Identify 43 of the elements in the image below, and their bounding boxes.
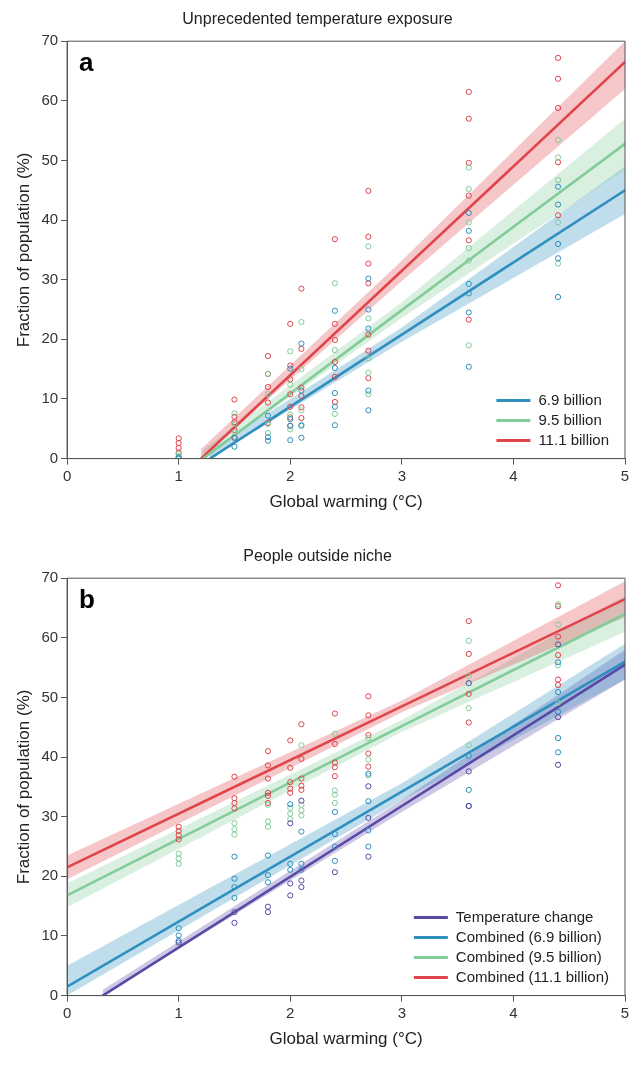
y-tick-label: 30 (41, 269, 59, 287)
x-axis-title: Global warming (°C) (269, 1029, 423, 1049)
x-tick-label: 3 (397, 466, 407, 484)
y-tick-label: 40 (41, 747, 59, 765)
y-tick-label: 50 (41, 687, 59, 705)
x-tick-label: 0 (62, 466, 72, 484)
y-axis-title: Fraction of population (%) (13, 152, 33, 348)
legend-label: 11.1 billion (538, 430, 609, 448)
y-tick-label: 30 (41, 806, 59, 824)
x-axis-title: Global warming (°C) (269, 492, 423, 512)
x-tick-label: 3 (397, 1003, 407, 1021)
legend-label: 9.5 billion (538, 410, 602, 428)
y-tick-label: 20 (41, 866, 59, 884)
y-tick-label: 0 (49, 448, 59, 466)
legend-label: Combined (11.1 billion) (455, 967, 610, 985)
legend-label: Temperature change (455, 907, 594, 925)
x-tick-label: 1 (174, 466, 183, 484)
y-axis-title: Fraction of population (%) (13, 689, 33, 885)
y-tick-label: 60 (41, 90, 59, 108)
x-tick-label: 0 (62, 1003, 72, 1021)
legend-label: Combined (6.9 billion) (455, 927, 602, 945)
legend-label: Combined (9.5 billion) (455, 947, 602, 965)
y-tick-label: 20 (41, 329, 59, 347)
annotation: a (79, 47, 95, 78)
y-tick-label: 70 (41, 568, 59, 586)
x-tick-label: 4 (509, 466, 518, 484)
x-tick-label: 2 (286, 1003, 295, 1021)
chart-title: Unprecedented temperature exposure (182, 10, 453, 28)
x-tick-label: 5 (620, 1003, 630, 1021)
chart-title: People outside niche (243, 547, 392, 565)
y-tick-label: 0 (49, 985, 59, 1003)
y-tick-label: 70 (41, 31, 59, 49)
legend-label: 6.9 billion (538, 390, 602, 408)
x-tick-label: 2 (286, 466, 295, 484)
y-tick-label: 50 (41, 150, 59, 168)
x-tick-label: 5 (620, 466, 630, 484)
y-tick-label: 60 (41, 627, 59, 645)
annotation: b (79, 584, 95, 615)
x-tick-label: 1 (174, 1003, 183, 1021)
x-tick-label: 4 (509, 1003, 518, 1021)
y-tick-label: 10 (41, 389, 59, 407)
y-tick-label: 10 (41, 926, 59, 944)
y-tick-label: 40 (41, 210, 59, 228)
